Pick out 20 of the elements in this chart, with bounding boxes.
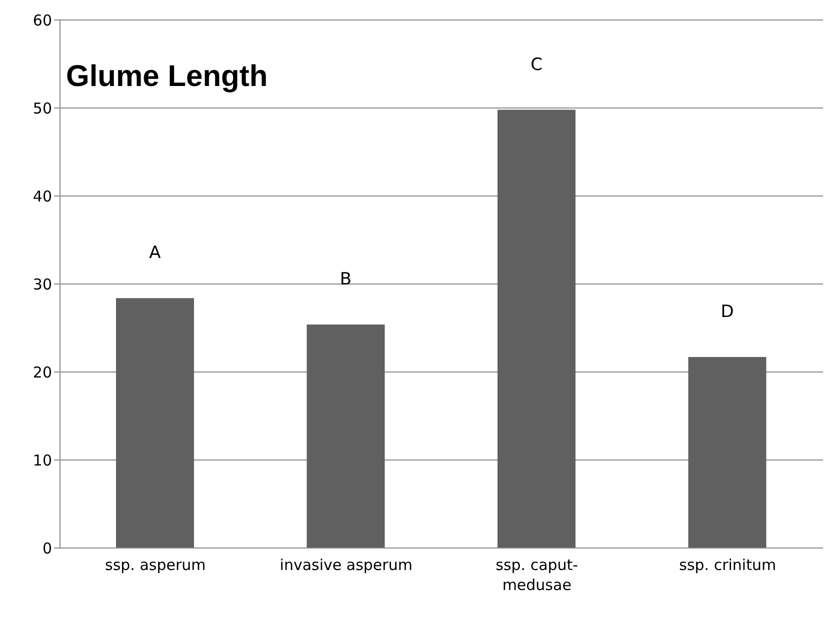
x-tick-label: ssp. asperum <box>105 556 206 574</box>
x-tick-label: ssp. caput-medusae <box>496 556 578 594</box>
annotation: C <box>530 54 542 75</box>
annotation: D <box>720 302 734 322</box>
x-tick-label: ssp. crinitum <box>679 556 776 574</box>
y-tick-label: 0 <box>42 539 52 558</box>
text: Glume Length <box>66 60 268 94</box>
y-tick-label: 50 <box>32 99 52 118</box>
bar <box>116 298 194 548</box>
bar <box>306 324 385 548</box>
bar <box>498 110 576 548</box>
annotation: A <box>149 243 162 264</box>
x-tick-label: invasive asperum <box>280 556 412 574</box>
bar <box>688 357 766 548</box>
y-tick-label: 10 <box>32 451 52 470</box>
y-tick-label: 40 <box>32 187 52 206</box>
y-tick-label: 60 <box>32 11 52 30</box>
annotation: B <box>340 269 352 290</box>
y-tick-label: 30 <box>32 275 52 294</box>
y-tick-label: 20 <box>32 363 52 382</box>
